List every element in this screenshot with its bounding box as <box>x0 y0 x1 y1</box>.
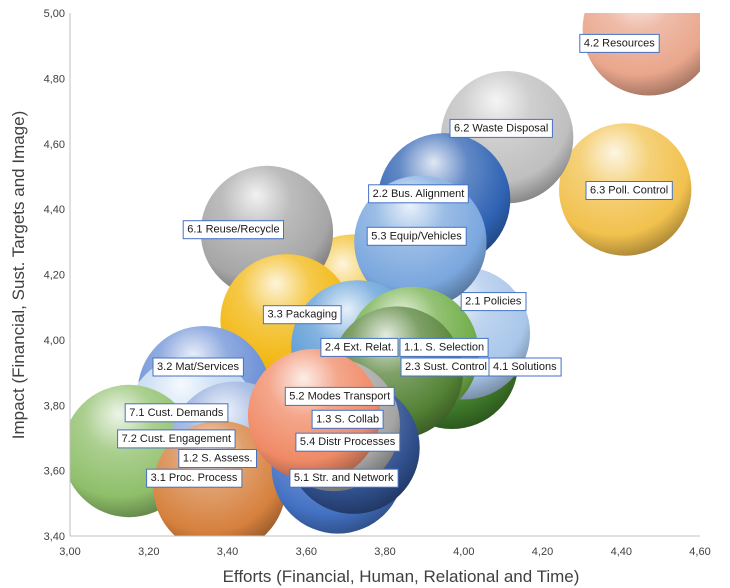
x-tick-label: 3,40 <box>217 546 238 558</box>
y-tick-label: 4,00 <box>44 335 65 347</box>
x-tick-label: 4,60 <box>689 546 710 558</box>
bubble-label-box <box>152 357 244 377</box>
bubble-label-text: 7.1 Cust. Demands <box>129 407 224 419</box>
bubble-label: 3.2 Mat/Services <box>152 357 244 377</box>
y-tick-labels: 3,40 3,60 3,80 4,00 4,20 4,40 4,60 4,80 5,00 <box>44 8 65 543</box>
y-tick-label: 4,40 <box>44 204 65 216</box>
bubble-label: 4.2 Resources <box>579 33 660 53</box>
bubble-label-box <box>124 403 229 423</box>
bubble-label-box <box>399 337 489 357</box>
bubble-label-box <box>289 468 399 488</box>
bubble-label-text: 3.3 Packaging <box>267 309 337 321</box>
bubble-label: 5.4 Distr Processes <box>295 432 401 452</box>
bubble-label-text: 4.1 Solutions <box>493 361 557 373</box>
bubble-label: 5.3 Equip/Vehicles <box>366 226 467 246</box>
y-tick-label: 3,80 <box>44 400 65 412</box>
bubble-4-2-resources <box>582 13 700 96</box>
y-tick-label: 4,80 <box>44 73 65 85</box>
bubble-label-box <box>368 184 469 204</box>
bubble-label: 1.3 S. Collab <box>311 409 384 429</box>
bubble-label-box <box>146 468 243 488</box>
bubble-label-text: 1.1. S. Selection <box>404 341 484 353</box>
bubble-label-box <box>320 337 399 357</box>
bubble-label: 6.2 Waste Disposal <box>449 118 553 138</box>
bubble-label-box <box>579 33 660 53</box>
bubble-label: 6.3 Poll. Control <box>585 181 673 200</box>
x-tick-label: 4,40 <box>611 546 632 558</box>
bubble-label-text: 2.4 Ext. Relat. <box>325 341 394 353</box>
bubble-label: 5.2 Modes Transport <box>284 386 395 406</box>
bubble-label-box <box>182 220 284 240</box>
bubble-label-text: 1.2 S. Assess. <box>183 453 253 465</box>
x-tick-label: 4,20 <box>532 546 553 558</box>
bubble-label-box <box>262 305 342 325</box>
bubble-label-box <box>311 409 384 429</box>
y-tick-label: 3,60 <box>44 466 65 478</box>
bubble-label: 6.1 Reuse/Recycle <box>182 220 284 240</box>
bubble-label-text: 4.2 Resources <box>584 37 655 49</box>
y-tick-label: 3,40 <box>44 531 65 543</box>
bubble-label: 2.2 Bus. Alignment <box>368 184 469 204</box>
bubble-label: 3.1 Proc. Process <box>146 468 243 488</box>
y-tick-label: 5,00 <box>44 8 65 20</box>
bubble-label-text: 2.3 Sust. Control <box>405 361 487 373</box>
x-tick-label: 4,00 <box>453 546 474 558</box>
bubble-label-text: 2.1 Policies <box>465 296 522 308</box>
bubble-label: 5.1 Str. and Network <box>289 468 399 488</box>
bubble-label-text: 6.2 Waste Disposal <box>454 122 548 134</box>
x-tick-label: 3,00 <box>59 546 80 558</box>
bubble-label-text: 5.4 Distr Processes <box>300 436 396 448</box>
bubble-label-text: 3.1 Proc. Process <box>151 472 238 484</box>
bubble-label-box <box>284 386 395 406</box>
bubble-label-text: 7.2 Cust. Engagement <box>122 433 231 445</box>
y-tick-label: 4,20 <box>44 270 65 282</box>
y-axis-title: Impact (Financial, Sust. Targets and Ima… <box>9 111 28 440</box>
bubble-label-box <box>178 449 257 468</box>
bubble-label: 4.1 Solutions <box>488 357 562 377</box>
axes-layer <box>69 13 700 537</box>
bubble-label-text: 5.1 Str. and Network <box>294 472 394 484</box>
x-axis-title: Efforts (Financial, Human, Relational an… <box>223 567 580 586</box>
bubble-label-text: 5.3 Equip/Vehicles <box>371 230 462 242</box>
bubble-label: 2.1 Policies <box>460 292 527 312</box>
bubble-label-box <box>460 292 527 312</box>
bubble-label-text: 3.2 Mat/Services <box>157 361 239 373</box>
bubble-label-text: 2.2 Bus. Alignment <box>373 188 465 200</box>
bubble-label: 7.2 Cust. Engagement <box>117 429 236 449</box>
bubble-label: 2.4 Ext. Relat. <box>320 337 399 357</box>
bubble-label-box <box>366 226 467 246</box>
bubble-label-box <box>117 429 236 449</box>
bubble-label-box <box>488 357 562 377</box>
bubble-label-text: 6.1 Reuse/Recycle <box>187 224 279 236</box>
x-tick-labels: 3,00 3,20 3,40 3,60 3,80 4,00 4,20 4,40 4,60 <box>59 546 710 558</box>
bubble-label-text: 1.3 S. Collab <box>316 413 379 425</box>
bubble-label-box <box>449 118 553 138</box>
bubble-labels: 4.2 Resources 6.2 Waste Disposal 6.3 Poll.… <box>117 33 673 488</box>
y-tick-label: 4,60 <box>44 139 65 151</box>
bubble-label-text: 5.2 Modes Transport <box>289 390 390 402</box>
bubble-label-text: 6.3 Poll. Control <box>590 185 668 197</box>
bubble-label: 7.1 Cust. Demands <box>124 403 229 423</box>
x-tick-label: 3,20 <box>138 546 159 558</box>
bubble-label-box <box>295 432 401 452</box>
bubble-label-box <box>585 181 673 200</box>
x-tick-label: 3,60 <box>296 546 317 558</box>
bubble-label: 1.2 S. Assess. <box>178 449 257 468</box>
bubble-label: 1.1. S. Selection <box>399 337 489 357</box>
bubble-label: 2.3 Sust. Control <box>400 357 492 377</box>
bubble-label: 3.3 Packaging <box>262 305 342 325</box>
x-tick-label: 3,80 <box>374 546 395 558</box>
